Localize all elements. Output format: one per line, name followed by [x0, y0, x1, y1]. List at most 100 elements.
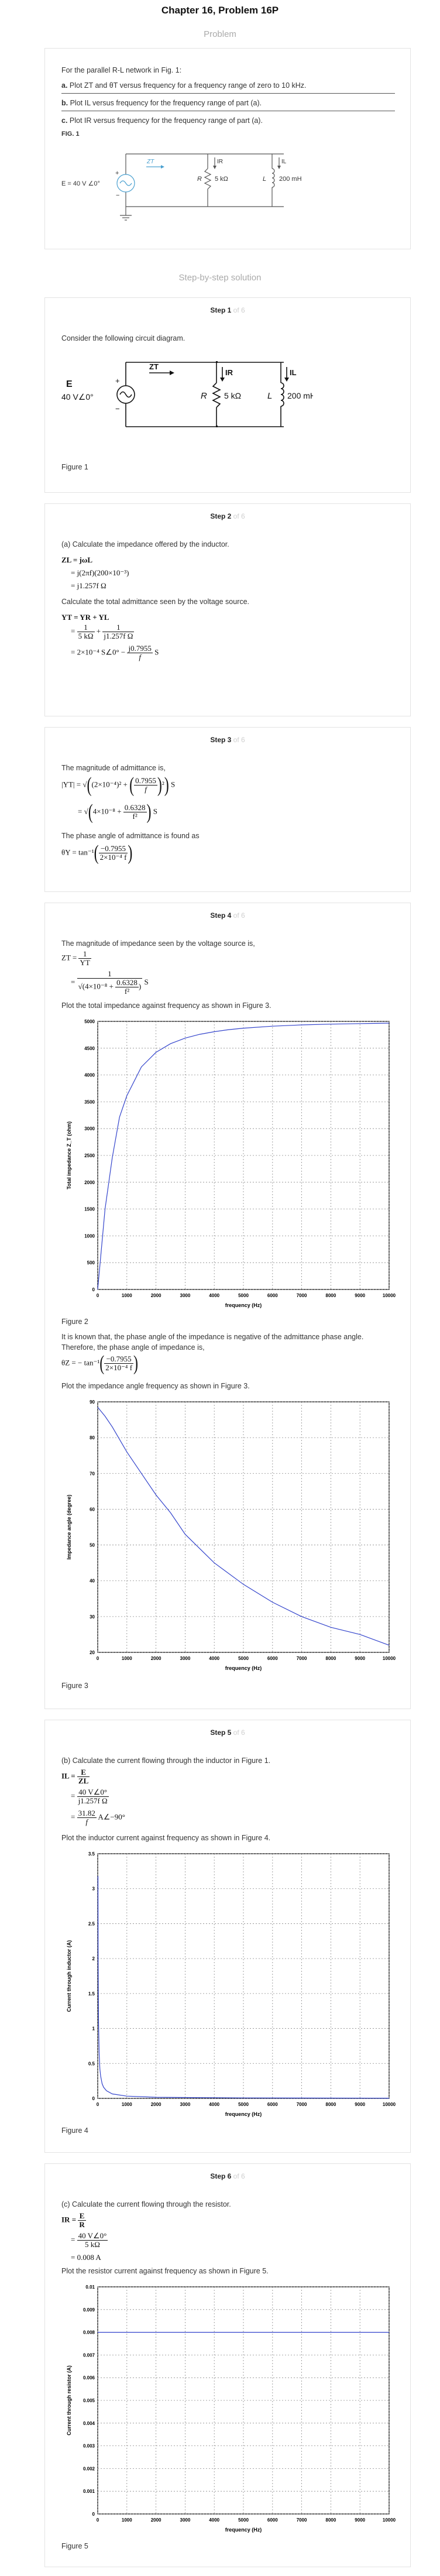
x-tick-label: 0: [97, 1656, 99, 1661]
l-label: L: [263, 176, 266, 183]
part-b-key: b.: [61, 99, 68, 107]
y-tick-label: 1.5: [88, 1991, 95, 1997]
minus-sign: −: [116, 192, 119, 199]
l-value: 200 mH: [287, 391, 313, 400]
plot-area: [97, 1401, 390, 1653]
x-tick-label: 10000: [383, 2102, 396, 2107]
x-axis-label: frequency (Hz): [225, 2111, 262, 2117]
equation: ZT = 1 YT: [61, 949, 91, 967]
equation: IL = E ZL: [61, 1768, 90, 1785]
x-tick-label: 7000: [297, 2102, 307, 2107]
step-text: The magnitude of impedance seen by the v…: [61, 939, 255, 948]
fig1-label: FIG. 1: [61, 131, 80, 138]
equation: θZ = − tan⁻¹(−0.7955 2×10⁻⁴ f): [61, 1352, 139, 1375]
l-value: 200 mH: [279, 176, 302, 183]
y-tick-label: 0: [92, 2512, 95, 2517]
figure-caption: Figure 3: [61, 1682, 88, 1690]
series-line: [97, 1407, 390, 1646]
l-label: L: [267, 391, 272, 401]
y-tick-label: 0.005: [83, 2398, 95, 2403]
plot-area: [97, 2286, 390, 2515]
step-text: (c) Calculate the current flowing throug…: [61, 2200, 231, 2208]
il-label: IL: [281, 159, 287, 165]
y-tick-label: 3: [92, 1886, 95, 1892]
plus-sign: +: [115, 376, 120, 385]
problem-label: Problem: [204, 29, 236, 39]
r-label: R: [197, 176, 202, 183]
equation: θY = tan⁻¹(−0.7955 2×10⁻⁴ f): [61, 842, 133, 865]
part-c-key: c.: [61, 116, 68, 125]
y-tick-label: 0: [92, 2096, 95, 2101]
plot-area: [97, 1021, 390, 1290]
x-tick-label: 5000: [238, 2102, 249, 2107]
step-card: Step 1 of 6 Consider the following circu…: [44, 297, 411, 493]
series-line: [97, 1876, 390, 2099]
equation: = 2×10⁻⁴ S∠0° − j0.7955 f S: [71, 644, 159, 661]
e-label: E: [66, 379, 73, 389]
y-tick-label: 1500: [84, 1207, 95, 1212]
x-tick-label: 0: [97, 2517, 99, 2523]
figure-caption: Figure 5: [61, 2542, 88, 2550]
y-tick-label: 0.007: [83, 2352, 95, 2358]
y-tick-label: 3000: [84, 1126, 95, 1131]
equation: |YT| = √((2×10⁻⁴)² + (0.7955 f)²) S: [61, 774, 176, 797]
chart-resistor-current: 0 1000 2000 3000 4000 5000 6000 7000 8000 9000 100…: [66, 2285, 396, 2533]
ir-label: IR: [217, 159, 223, 165]
part-c-text: Plot IR versus frequency for the frequen…: [69, 116, 263, 125]
part-b-text: Plot IL versus frequency for the frequen…: [70, 99, 262, 107]
part-a-key: a.: [61, 81, 68, 90]
plus-sign: +: [115, 170, 119, 177]
x-tick-label: 6000: [267, 2102, 278, 2107]
sine-icon: [119, 391, 132, 398]
source-symbol: [116, 385, 135, 404]
equation: = j1.257f Ω: [71, 581, 106, 590]
y-axis-label: Total impedance Z_T (ohm): [66, 1121, 72, 1189]
y-tick-label: 1000: [84, 1233, 95, 1239]
y-tick-label: 5000: [84, 1019, 95, 1024]
y-tick-label: 0.006: [83, 2375, 95, 2381]
il-label: IL: [290, 368, 297, 377]
x-tick-label: 7000: [297, 2517, 307, 2523]
figure-caption: Figure 4: [61, 2126, 88, 2135]
y-tick-label: 50: [90, 1543, 95, 1548]
problem-card: For the parallel R-L network in Fig. 1: …: [44, 48, 411, 249]
minus-sign: −: [115, 404, 120, 413]
r-value: 5 kΩ: [224, 391, 241, 400]
zt-label: ZT: [149, 362, 159, 371]
y-tick-label: 2.5: [88, 1921, 95, 1926]
y-tick-label: 0.008: [83, 2330, 95, 2335]
x-tick-label: 9000: [355, 2517, 365, 2523]
y-tick-label: 60: [90, 1507, 95, 1512]
equation: = 1 √(4×10⁻⁸ + 0.6328 f²) S: [71, 969, 149, 996]
y-tick-label: 0.001: [83, 2489, 95, 2494]
resistor-symbol: [212, 382, 221, 408]
y-tick-label: 30: [90, 1614, 95, 1620]
y-tick-label: 0.009: [83, 2307, 95, 2313]
x-tick-label: 1000: [122, 1656, 132, 1661]
circuit-diagram: E 40 V∠0° + − ZT IR IL R 5 kΩ L 200 mH: [61, 361, 313, 427]
x-tick-label: 0: [97, 2102, 99, 2107]
equation: = 31.82 f A∠−90°: [71, 1809, 125, 1826]
y-tick-label: 0.003: [83, 2444, 95, 2449]
chart-inductor-current: 0 1000 2000 3000 4000 5000 6000 7000 8000 9000 100…: [66, 1851, 396, 2117]
part-a: a. Plot ZT and θT versus frequency for a…: [61, 81, 307, 90]
figure-caption: Figure 1: [61, 463, 88, 471]
step-card: Step 2 of 6 (a) Calculate the impedance …: [44, 503, 411, 716]
step-text: Therefore, the phase angle of impedance …: [61, 1343, 205, 1352]
step-card: Step 3 of 6 The magnitude of admittance …: [44, 727, 411, 892]
step-text: The phase angle of admittance is found a…: [61, 832, 200, 840]
r-label: R: [201, 391, 207, 401]
x-tick-label: 3000: [180, 2102, 191, 2107]
zt-label: ZT: [146, 159, 154, 165]
y-tick-label: 0.004: [83, 2421, 95, 2426]
y-tick-label: 90: [90, 1400, 95, 1405]
resistor-symbol: [204, 168, 212, 190]
e-value: 40 V∠0°: [61, 392, 94, 402]
equation: ZL = jωL: [61, 555, 93, 564]
y-axis-label: Current through resistor (A): [66, 2365, 72, 2436]
x-tick-label: 6000: [267, 2517, 278, 2523]
y-axis-label: Current through inductor (A): [66, 1940, 72, 2012]
source-symbol: [116, 174, 135, 193]
y-tick-label: 0.01: [85, 2285, 95, 2290]
